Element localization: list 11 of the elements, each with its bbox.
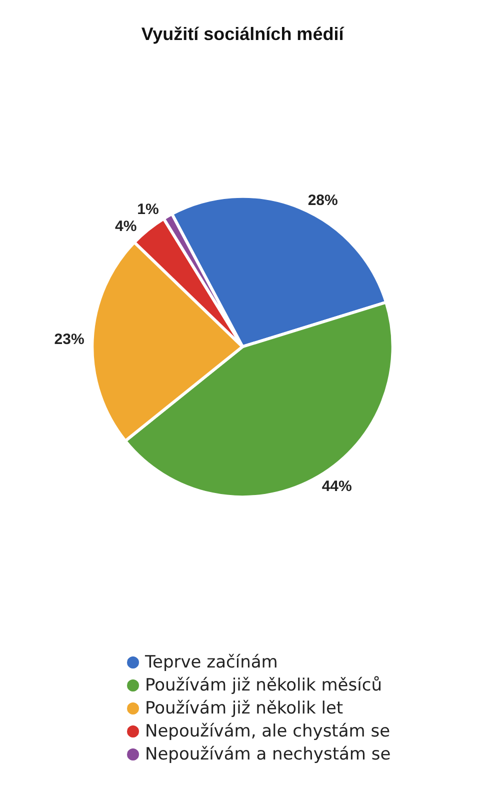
legend-label: Používám již několik let: [145, 698, 344, 718]
data-label: 1%: [137, 200, 159, 218]
data-label: 28%: [308, 192, 338, 209]
legend-label: Nepoužívám, ale chystám se: [145, 722, 390, 742]
legend-label: Používám již několik měsíců: [145, 676, 382, 696]
data-label: 23%: [54, 331, 84, 348]
legend-label: Teprve začínám: [144, 652, 278, 672]
legend-label: Nepoužívám a nechystám se: [145, 744, 391, 764]
data-label: 4%: [114, 218, 137, 235]
chart-title: Využití sociálních médií: [141, 24, 345, 44]
data-label: 44%: [322, 478, 352, 496]
